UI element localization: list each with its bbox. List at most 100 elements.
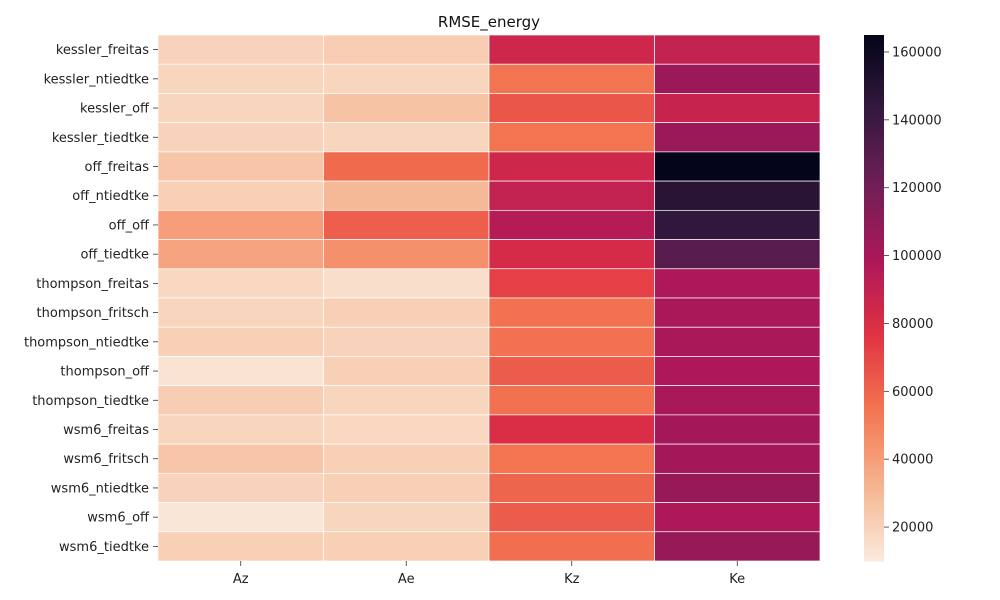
- colorbar-segment: [864, 116, 884, 120]
- heatmap-cell: [654, 180, 821, 211]
- colorbar-segment: [864, 161, 884, 165]
- heatmap-cell: [157, 414, 324, 445]
- heatmap-cell: [488, 356, 655, 387]
- row-tick-label: wsm6_tiedtke: [59, 540, 149, 555]
- colorbar-segment: [864, 198, 884, 202]
- heatmap-cell: [654, 443, 821, 474]
- colorbar-segment: [864, 169, 884, 173]
- heatmap-cell: [488, 297, 655, 328]
- colorbar-segment: [864, 324, 884, 328]
- row-tick-label: thompson_tiedtke: [32, 394, 149, 409]
- colorbar-segment: [864, 384, 884, 389]
- colorbar-segment: [864, 482, 884, 486]
- colorbar-segment: [864, 190, 884, 194]
- colorbar-segment: [864, 358, 884, 362]
- colorbar-tick-label: 60000: [892, 385, 933, 400]
- heatmap-cells: [157, 34, 821, 562]
- heatmap-cell: [323, 326, 490, 357]
- colorbar-segment: [864, 442, 884, 446]
- colorbar-segment: [864, 319, 884, 323]
- heatmap-cell: [654, 414, 821, 445]
- colorbar-segment: [864, 69, 884, 73]
- colorbar-segment: [864, 434, 884, 438]
- colorbar-segment: [864, 424, 884, 428]
- colorbar-segment: [864, 466, 884, 470]
- row-tick-label: thompson_ntiedtke: [24, 335, 149, 350]
- colorbar-segment: [864, 463, 884, 467]
- colorbar-segment: [864, 437, 884, 441]
- colorbar-segment: [864, 316, 884, 320]
- row-tick-label: wsm6_freitas: [63, 423, 149, 438]
- heatmap-cell: [157, 151, 324, 182]
- heatmap-cell: [488, 180, 655, 211]
- colorbar-segment: [864, 98, 884, 102]
- colorbar-segment: [864, 40, 884, 44]
- colorbar-segment: [864, 390, 884, 394]
- colorbar-segment: [864, 295, 884, 299]
- colorbar-segment: [864, 500, 884, 504]
- heatmap-cell: [157, 326, 324, 357]
- colorbar-segment: [864, 321, 884, 325]
- heatmap-cell: [654, 34, 821, 65]
- colorbar-segment: [864, 129, 884, 133]
- row-tick-label: kessler_freitas: [56, 43, 149, 58]
- heatmap-cell: [654, 531, 821, 562]
- colorbar-segment: [864, 355, 884, 360]
- heatmap-cell: [323, 63, 490, 94]
- heatmap-cell: [488, 122, 655, 153]
- colorbar-segment: [864, 48, 884, 52]
- heatmap-cell: [488, 414, 655, 445]
- row-tick-label: off_freitas: [85, 160, 150, 175]
- colorbar-segment: [864, 158, 884, 162]
- colorbar-tick-label: 20000: [892, 521, 933, 536]
- heatmap-cell: [488, 151, 655, 182]
- colorbar-segment: [864, 408, 884, 412]
- colorbar-segment: [864, 150, 884, 154]
- row-tick-label: kessler_ntiedtke: [44, 72, 149, 87]
- colorbar-segment: [864, 132, 884, 136]
- heatmap-cell: [654, 239, 821, 270]
- colorbar-segment: [864, 374, 884, 378]
- heatmap-cell: [157, 502, 324, 533]
- colorbar-segment: [864, 366, 884, 370]
- colorbar-segment: [864, 187, 884, 191]
- row-tick-label: wsm6_fritsch: [63, 452, 149, 467]
- heatmap-cell: [323, 151, 490, 182]
- colorbar-segment: [864, 326, 884, 331]
- colorbar-segment: [864, 145, 884, 149]
- colorbar-segment: [864, 263, 884, 268]
- colorbar-segment: [864, 245, 884, 249]
- colorbar: 20000 40000 60000 80000 100000 120000 140000 16…: [864, 35, 942, 562]
- heatmap-cell: [323, 385, 490, 416]
- colorbar-segment: [864, 82, 884, 86]
- heatmap-cell: [157, 209, 324, 240]
- colorbar-segment: [864, 476, 884, 481]
- colorbar-segment: [864, 155, 884, 160]
- colorbar-segment: [864, 395, 884, 399]
- colorbar-segment: [864, 526, 884, 531]
- heatmap-cell: [157, 239, 324, 270]
- colorbar-segment: [864, 216, 884, 220]
- colorbar-segment: [864, 513, 884, 517]
- heatmap-cell: [323, 122, 490, 153]
- colorbar-segment: [864, 192, 884, 197]
- colorbar-segment: [864, 229, 884, 233]
- colorbar-segment: [864, 276, 884, 281]
- colorbar-segment: [864, 113, 884, 118]
- colorbar-segment: [864, 179, 884, 183]
- colorbar-segment: [864, 163, 884, 168]
- colorbar-segment: [864, 234, 884, 239]
- colorbar-segment: [864, 184, 884, 189]
- row-tick-label: kessler_tiedtke: [52, 131, 149, 146]
- colorbar-segment: [864, 555, 884, 559]
- colorbar-segment: [864, 119, 884, 123]
- colorbar-segment: [864, 484, 884, 488]
- colorbar-segment: [864, 313, 884, 318]
- colorbar-segment: [864, 56, 884, 60]
- colorbar-segment: [864, 200, 884, 204]
- colorbar-segment: [864, 37, 884, 41]
- row-tick-label: thompson_fritsch: [37, 306, 149, 321]
- colorbar-segment: [864, 108, 884, 112]
- colorbar-segment: [864, 534, 884, 538]
